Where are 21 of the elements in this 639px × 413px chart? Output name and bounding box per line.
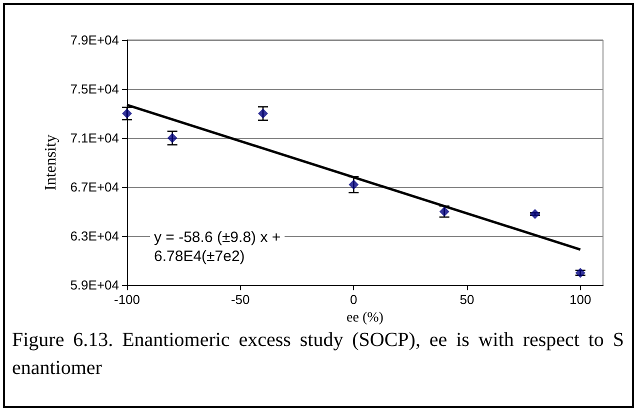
y-tick-label: 5.9E+04 [70,278,119,293]
y-tick-label: 7.9E+04 [70,32,119,48]
y-tick-label: 7.1E+04 [70,130,119,146]
point [575,268,586,278]
point [258,108,268,119]
caption: Figure 6.13. Enantiomeric excess study (SOCP), ee is with respect to S enantiomer [12,326,624,382]
point [167,133,178,144]
x-axis-title: ee (%) [346,310,384,326]
x-tick-label: 100 [569,292,592,308]
x-tick-label: 50 [460,292,474,308]
x-tick-label: -50 [230,292,250,308]
y-tick-label: 6.7E+04 [70,180,119,195]
annotation: y = -58.6 (±9.8) x + 6.78E4(±7e2) [154,229,281,265]
point [122,108,132,119]
point [530,209,540,220]
y-tick-label: 6.3E+04 [70,228,119,244]
y-axis-title: Intensity [42,134,60,191]
x-tick-label: 0 [350,292,358,308]
x-tick-label: -100 [114,292,140,308]
y-tick-label: 7.5E+04 [70,82,119,97]
point [348,180,359,190]
